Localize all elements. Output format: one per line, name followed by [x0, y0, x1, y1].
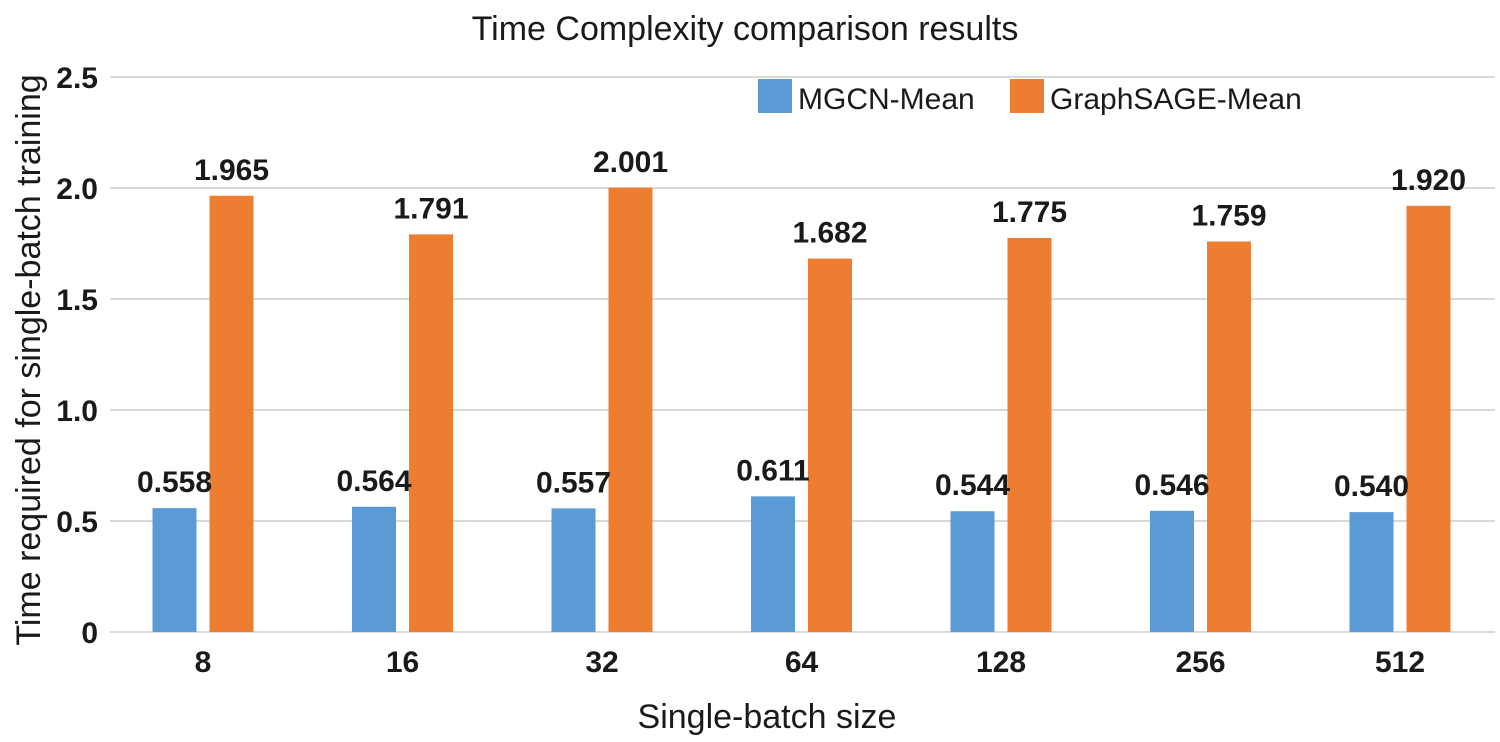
bar-graphsage-mean-256	[1207, 241, 1251, 632]
data-label-mgcn-mean-256: 0.546	[1134, 469, 1209, 502]
data-label-mgcn-mean-64: 0.611	[736, 454, 809, 487]
y-tick-label: 1.0	[56, 395, 98, 428]
legend: MGCN-Mean GraphSAGE-Mean	[758, 79, 1302, 116]
bar-mgcn-mean-512	[1349, 512, 1394, 632]
x-tick-label-256: 256	[1175, 646, 1225, 679]
gridlines	[110, 76, 1495, 633]
bar-mgcn-mean-64	[751, 496, 795, 632]
y-tick-label: 1.5	[56, 284, 98, 317]
data-label-graphsage-mean-256: 1.759	[1191, 200, 1266, 233]
bar-mgcn-mean-32	[551, 508, 596, 632]
data-label-mgcn-mean-32: 0.557	[536, 466, 611, 499]
data-label-graphsage-mean-16: 1.791	[393, 192, 468, 225]
x-tick-label-16: 16	[386, 646, 419, 679]
data-labels: 0.558 1.965 0.564 1.791 0.557 2.001 0.611 1.682…	[137, 146, 1466, 503]
legend-label-mgcn-mean: MGCN-Mean	[798, 83, 975, 116]
bar-graphsage-mean-32	[608, 187, 653, 632]
x-axis-label: Single-batch size	[638, 698, 897, 736]
data-label-mgcn-mean-8: 0.558	[137, 466, 212, 499]
y-tick-label: 2.5	[56, 62, 98, 95]
bars	[152, 187, 1451, 632]
data-label-graphsage-mean-32: 2.001	[593, 146, 668, 179]
legend-label-graphsage-mean: GraphSAGE-Mean	[1050, 83, 1302, 116]
data-label-graphsage-mean-512: 1.920	[1391, 164, 1466, 197]
data-label-mgcn-mean-16: 0.564	[336, 465, 411, 498]
bar-mgcn-mean-256	[1150, 510, 1194, 632]
x-tick-label-128: 128	[976, 646, 1026, 679]
y-tick-label: 2.0	[56, 173, 98, 206]
y-ticks: 0 0.5 1.0 1.5 2.0 2.5	[56, 62, 98, 650]
data-label-mgcn-mean-128: 0.544	[935, 469, 1010, 502]
y-tick-label: 0.5	[56, 506, 98, 539]
bar-graphsage-mean-16	[409, 234, 453, 632]
x-ticks: 8 16 32 64 128 256 512	[195, 646, 1425, 679]
x-tick-label-32: 32	[585, 646, 618, 679]
data-label-graphsage-mean-64: 1.682	[792, 217, 867, 250]
data-label-graphsage-mean-128: 1.775	[992, 196, 1067, 229]
legend-swatch-mgcn-mean	[758, 79, 792, 113]
y-axis-label: Time required for single-batch training	[10, 74, 48, 645]
x-tick-label-512: 512	[1375, 646, 1425, 679]
bar-graphsage-mean-8	[209, 195, 254, 632]
bar-mgcn-mean-16	[352, 506, 396, 632]
x-tick-label-64: 64	[785, 646, 819, 679]
bar-mgcn-mean-128	[950, 511, 995, 632]
chart-title: Time Complexity comparison results	[472, 10, 1019, 48]
bar-graphsage-mean-512	[1406, 205, 1451, 632]
data-label-mgcn-mean-512: 0.540	[1334, 470, 1409, 503]
y-tick-label: 0	[81, 617, 98, 650]
data-label-graphsage-mean-8: 1.965	[194, 154, 269, 187]
bar-mgcn-mean-8	[152, 508, 197, 632]
legend-swatch-graphsage-mean	[1010, 79, 1044, 113]
bar-graphsage-mean-64	[808, 258, 852, 632]
bar-graphsage-mean-128	[1007, 237, 1052, 632]
x-tick-label-8: 8	[195, 646, 212, 679]
